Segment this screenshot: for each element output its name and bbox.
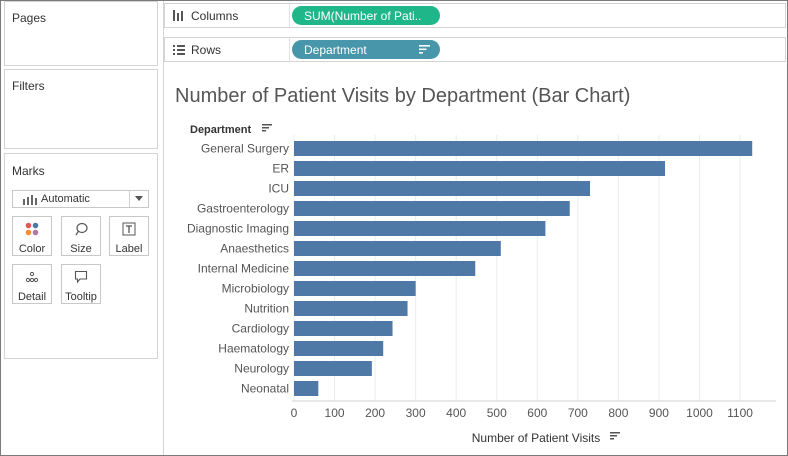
detail-dots-icon xyxy=(25,271,39,283)
x-tick-label: 400 xyxy=(446,406,466,420)
bar xyxy=(294,201,570,216)
columns-label: Columns xyxy=(191,9,239,23)
detail-button[interactable]: Detail xyxy=(12,264,52,304)
color-button[interactable]: Color xyxy=(12,216,52,256)
category-label: ICU xyxy=(268,182,289,196)
label-button[interactable]: Label xyxy=(109,216,149,256)
x-tick-label: 500 xyxy=(487,406,507,420)
x-tick-label: 600 xyxy=(527,406,547,420)
rows-pill[interactable]: Department xyxy=(292,40,440,59)
rows-label: Rows xyxy=(191,43,222,57)
bar xyxy=(294,241,501,256)
chart-view: Number of Patient Visits by Department (… xyxy=(164,70,786,455)
bar xyxy=(294,141,753,156)
columns-icon xyxy=(173,10,183,21)
dropdown-arrow[interactable] xyxy=(129,191,148,207)
category-label: Gastroenterology xyxy=(197,202,289,216)
tooltip-bubble-icon xyxy=(74,270,88,284)
label-label: Label xyxy=(115,243,143,255)
tooltip-label: Tooltip xyxy=(65,291,97,303)
category-label: Diagnostic Imaging xyxy=(187,222,289,236)
mark-type-dropdown[interactable]: Automatic xyxy=(12,190,149,208)
x-tick-label: 1000 xyxy=(686,406,713,420)
bar xyxy=(294,301,408,316)
rows-shelf[interactable]: Rows Department xyxy=(164,37,786,62)
columns-pill[interactable]: SUM(Number of Pati.. xyxy=(292,6,440,25)
bar-mark-icon xyxy=(23,195,37,205)
category-label: ER xyxy=(272,162,289,176)
bar xyxy=(294,381,319,396)
sort-descending-icon xyxy=(419,45,430,54)
row-header: Department xyxy=(190,124,251,136)
x-tick-label: 100 xyxy=(325,406,345,420)
bar xyxy=(294,181,591,196)
bar xyxy=(294,341,384,356)
shelf-divider xyxy=(289,4,290,27)
pages-card[interactable]: Pages xyxy=(4,1,158,66)
chart-title: Number of Patient Visits by Department (… xyxy=(175,85,631,107)
x-tick-label: 700 xyxy=(568,406,588,420)
bar xyxy=(294,321,393,336)
category-label: Haematology xyxy=(218,342,289,356)
x-tick-label: 0 xyxy=(291,406,298,420)
marks-title: Marks xyxy=(12,164,45,178)
left-panel: Pages Filters Marks Automatic xyxy=(1,1,164,455)
color-label: Color xyxy=(18,243,46,255)
category-label: Neurology xyxy=(234,362,289,376)
x-axis-title: Number of Patient Visits xyxy=(472,431,601,445)
mark-type-label: Automatic xyxy=(41,193,90,205)
columns-pill-text: SUM(Number of Pati.. xyxy=(304,9,422,23)
x-tick-label: 200 xyxy=(365,406,385,420)
color-dots-icon xyxy=(25,222,39,236)
shelf-divider xyxy=(289,38,290,61)
detail-label: Detail xyxy=(17,291,47,303)
category-label: Internal Medicine xyxy=(198,262,290,276)
filters-title: Filters xyxy=(12,79,45,93)
bar xyxy=(294,261,476,276)
sort-descending-icon xyxy=(610,432,620,440)
rows-icon xyxy=(173,45,185,55)
size-lasso-icon xyxy=(75,222,88,236)
pages-title: Pages xyxy=(12,11,47,25)
x-tick-label: 300 xyxy=(406,406,426,420)
category-label: Nutrition xyxy=(244,302,289,316)
category-label: Anaesthetics xyxy=(220,242,289,256)
filters-card[interactable]: Filters xyxy=(4,69,158,149)
label-t-icon xyxy=(122,222,136,236)
category-label: Cardiology xyxy=(232,322,289,336)
marks-card: Marks Automatic xyxy=(4,153,158,359)
x-tick-label: 800 xyxy=(608,406,628,420)
size-button[interactable]: Size xyxy=(61,216,101,256)
category-label: Neonatal xyxy=(241,382,289,396)
bar xyxy=(294,221,546,236)
tooltip-button[interactable]: Tooltip xyxy=(61,264,101,304)
rows-pill-text: Department xyxy=(304,43,367,57)
size-label: Size xyxy=(70,243,92,255)
columns-shelf[interactable]: Columns SUM(Number of Pati.. xyxy=(164,3,786,28)
sort-descending-icon xyxy=(262,124,272,132)
chevron-down-icon xyxy=(135,196,143,201)
bar-chart: Department General Surgery ER ICU Gastroente… xyxy=(187,124,776,445)
x-tick-label: 1100 xyxy=(727,406,753,420)
category-label: Microbiology xyxy=(222,282,289,296)
bar xyxy=(294,161,666,176)
bar xyxy=(294,361,372,376)
category-label: General Surgery xyxy=(201,142,289,156)
bar xyxy=(294,281,416,296)
x-tick-label: 900 xyxy=(649,406,669,420)
